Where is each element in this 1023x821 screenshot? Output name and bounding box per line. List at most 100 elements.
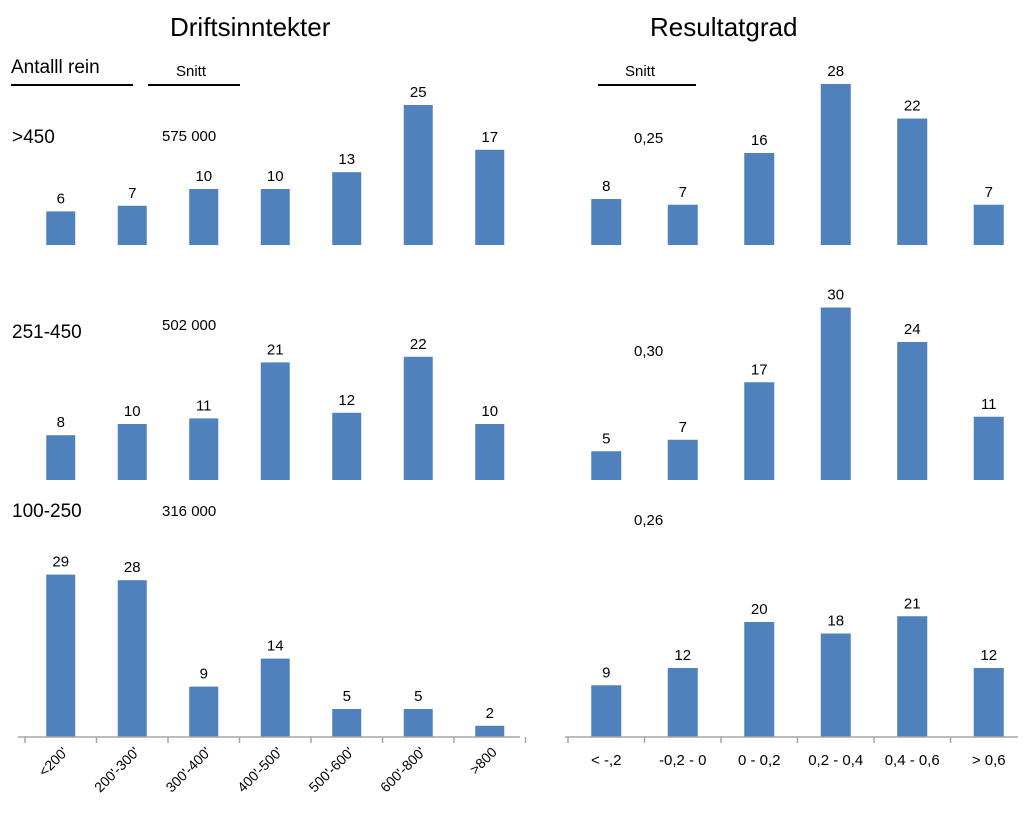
margin-bar-label-s1-c0: 5 (602, 430, 610, 447)
snitt-right-underline (598, 84, 696, 86)
income-tick-label-6: >800 (466, 744, 500, 778)
income-bar-s0-c6 (475, 149, 505, 245)
margin-bar-label-s2-c2: 20 (751, 601, 768, 618)
margin-bar-s2-c0 (591, 685, 622, 737)
income-bar-s2-c2 (189, 686, 219, 737)
snitt-left-header: Snitt (176, 63, 207, 80)
income-bar-label-s2-c1: 28 (124, 559, 141, 576)
income-bar-label-s1-c6: 10 (481, 403, 498, 420)
margin-bar-s1-c0 (591, 451, 622, 480)
right-chart-title: Resultatgrad (650, 12, 798, 42)
margin-bar-s2-c2 (744, 622, 775, 737)
margin-tick-label-3: 0,2 - 0,4 (808, 752, 863, 769)
margin-bar-s1-c1 (667, 439, 698, 480)
margin-bar-label-s1-c5: 11 (981, 396, 997, 413)
income-bar-label-s2-c2: 9 (200, 666, 208, 683)
margin-bar-s0-c5 (973, 204, 1004, 245)
margin-bar-s1-c5 (973, 416, 1004, 480)
income-bar-label-s1-c5: 22 (410, 336, 427, 353)
snitt-right-header: Snitt (625, 63, 656, 80)
margin-tick-label-5: > 0,6 (972, 752, 1006, 769)
margin-bar-label-s1-c2: 17 (751, 361, 768, 378)
income-bar-s0-c3 (260, 189, 290, 245)
income-bar-label-s2-c3: 14 (267, 638, 284, 655)
income-bar-label-s2-c4: 5 (343, 688, 351, 705)
income-bar-label-s0-c5: 25 (410, 84, 427, 101)
income-bar-s1-c6 (475, 424, 505, 480)
margin-bar-label-s0-c4: 22 (904, 98, 921, 115)
income-bar-label-s1-c3: 21 (267, 341, 284, 358)
income-bar-label-s2-c6: 2 (486, 705, 494, 722)
income-bar-s0-c5 (403, 105, 433, 245)
margin-bar-label-s1-c4: 24 (904, 321, 921, 338)
margin-tick-label-0: < -,2 (591, 752, 621, 769)
income-bar-s1-c4 (332, 412, 362, 480)
income-tick-label-4: 500'-600' (305, 744, 356, 795)
margin-bar-label-s1-c3: 30 (827, 287, 844, 304)
margin-bar-s2-c4 (897, 616, 928, 737)
income-bar-s0-c2 (189, 189, 219, 245)
margin-bar-s1-c3 (820, 307, 851, 480)
margin-bar-label-s2-c5: 12 (980, 647, 997, 664)
margin-bar-s1-c4 (897, 342, 928, 480)
income-bar-label-s0-c3: 10 (267, 168, 284, 185)
income-bar-label-s2-c0: 29 (52, 554, 69, 571)
income-tick-label-1: 200'-300' (91, 744, 142, 795)
margin-tick-label-4: 0,4 - 0,6 (885, 752, 940, 769)
income-bar-label-s1-c0: 8 (57, 414, 65, 431)
margin-bar-s0-c4 (897, 118, 928, 245)
income-bar-s1-c5 (403, 356, 433, 480)
income-bar-s0-c1 (117, 205, 147, 245)
snitt-margin-100-250: 0,26 (634, 512, 664, 529)
income-bar-label-s0-c4: 13 (338, 151, 355, 168)
margin-bar-label-s2-c4: 21 (904, 595, 921, 612)
margin-bar-s0-c1 (667, 204, 698, 245)
margin-bar-label-s0-c0: 8 (602, 178, 610, 195)
group-label-100-250: 100-250 (12, 501, 82, 522)
income-bar-s0-c0 (46, 211, 76, 245)
income-tick-label-5: 600'-800' (377, 744, 428, 795)
group-label-gt450: >450 (12, 127, 55, 148)
margin-bar-label-s0-c5: 7 (985, 184, 993, 201)
income-bar-s2-c0 (46, 574, 76, 737)
margin-bar-label-s0-c1: 7 (679, 184, 687, 201)
income-tick-label-0: <200' (35, 744, 71, 780)
income-tick-label-3: 400'-500' (234, 744, 285, 795)
income-bar-label-s0-c0: 6 (57, 190, 65, 207)
income-bar-s1-c2 (189, 418, 219, 480)
income-bar-s2-c6 (475, 725, 505, 737)
income-bar-s2-c1 (117, 580, 147, 737)
snitt-income-100-250: 316 000 (162, 503, 217, 520)
margin-bar-label-s0-c2: 16 (751, 132, 768, 149)
margin-tick-label-2: 0 - 0,2 (738, 752, 781, 769)
margin-bar-label-s1-c1: 7 (679, 419, 687, 436)
margin-bar-label-s2-c0: 9 (602, 664, 610, 681)
income-bar-s1-c1 (117, 424, 147, 480)
income-bar-s0-c4 (332, 172, 362, 245)
group-label-251-450: 251-450 (12, 322, 82, 343)
income-bar-s2-c3 (260, 658, 290, 737)
income-bar-label-s0-c6: 17 (481, 129, 498, 146)
income-bar-s2-c5 (403, 709, 433, 737)
antall-header-underline (11, 84, 133, 86)
margin-bar-s2-c3 (820, 633, 851, 737)
snitt-income-251-450: 502 000 (162, 317, 217, 334)
snitt-margin-gt450: 0,25 (634, 130, 664, 147)
income-bar-label-s1-c2: 11 (196, 397, 212, 414)
income-bar-label-s2-c5: 5 (414, 688, 422, 705)
margin-bar-label-s2-c3: 18 (827, 613, 844, 630)
margin-bar-label-s0-c3: 28 (827, 63, 844, 80)
margin-tick-label-1: -0,2 - 0 (659, 752, 707, 769)
antall-rein-header: Antalll rein (11, 57, 100, 78)
margin-bar-s1-c2 (744, 382, 775, 480)
margin-bar-s2-c1 (667, 668, 698, 737)
margin-bar-s0-c2 (744, 153, 775, 245)
margin-bar-s2-c5 (973, 668, 1004, 737)
income-bar-label-s1-c4: 12 (338, 392, 355, 409)
income-bar-s2-c4 (332, 709, 362, 737)
snitt-margin-251-450: 0,30 (634, 343, 664, 360)
income-bar-s1-c0 (46, 435, 76, 480)
income-bar-label-s0-c2: 10 (195, 168, 212, 185)
income-bar-s1-c3 (260, 362, 290, 480)
